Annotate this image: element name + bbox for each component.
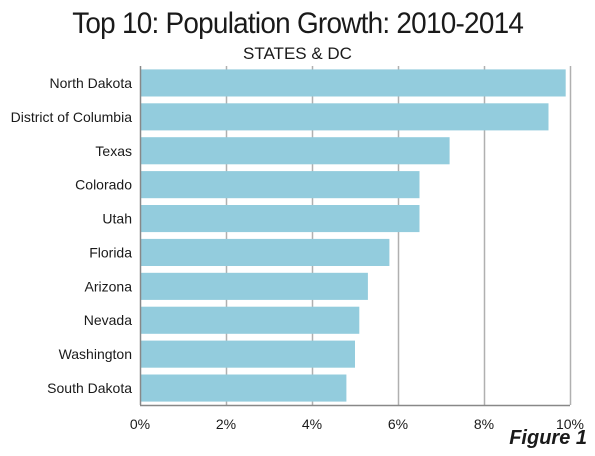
x-tick-label: 4% [302,416,322,432]
bar [140,137,450,165]
bar [140,374,347,402]
x-tick-label: 6% [388,416,408,432]
category-label: North Dakota [50,75,133,91]
x-tick-label: 2% [216,416,236,432]
bars [140,69,566,402]
bar [140,171,420,199]
bar [140,340,355,368]
chart-title: Top 10: Population Growth: 2010-2014 [72,7,524,40]
figure-label: Figure 1 [509,427,587,449]
category-label: Colorado [75,177,132,193]
category-label: Utah [102,211,132,227]
axes [139,66,570,407]
x-tick-label: 10% [556,416,584,432]
x-tick-label: 0% [130,416,150,432]
bar [140,103,549,131]
category-label: South Dakota [47,380,132,396]
category-label: Texas [95,143,132,159]
category-labels: North Dakota District of Columbia Texas Col… [11,75,133,396]
category-label: District of Columbia [11,109,133,125]
category-label: Arizona [85,278,133,294]
category-label: Nevada [84,312,132,328]
x-tick-labels: 0% 2% 4% 6% 8% 10% [130,416,584,432]
chart-subtitle: STATES & DC [243,44,352,63]
bar [140,306,360,334]
bar [140,205,420,233]
bar [140,238,390,266]
bar [140,69,566,97]
bar [140,272,368,300]
x-tick-label: 8% [474,416,494,432]
category-label: Florida [89,244,132,260]
category-label: Washington [59,346,132,362]
